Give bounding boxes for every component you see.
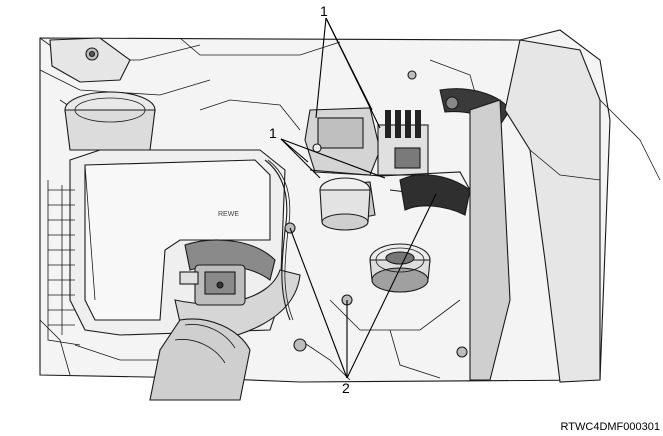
figure-code: RTWC4DMF000301: [561, 421, 660, 433]
leader-2c: [346, 193, 437, 379]
leader-1d: [280, 138, 321, 179]
bolt-bottom-right: [456, 346, 468, 358]
front-bracket: [49, 37, 131, 83]
intake-duct: [64, 91, 156, 151]
callout-bottom: 2: [342, 380, 350, 396]
leader-1a: [315, 17, 327, 119]
leader-1e: [280, 138, 386, 179]
oil-filler-cap: [369, 243, 431, 293]
callout-top: 1: [320, 3, 328, 19]
leader-1c: [325, 17, 381, 129]
leader-2a: [289, 227, 348, 379]
callout-leaders: [280, 17, 437, 379]
egr-valve: [319, 177, 371, 231]
bolt-bottom-left: [293, 338, 307, 352]
air-cleaner-ribs: [47, 180, 81, 346]
maf-sensor: [179, 264, 246, 306]
callout-middle: 1: [269, 125, 277, 141]
leader-1f: [280, 138, 309, 163]
solenoid-fins: [385, 110, 421, 138]
bolt-top: [407, 70, 417, 80]
embossed-label: REWE: [218, 211, 239, 218]
intake-hose: [149, 239, 301, 401]
egr-module-cluster: [304, 107, 429, 223]
right-strut-tower: [469, 39, 661, 383]
